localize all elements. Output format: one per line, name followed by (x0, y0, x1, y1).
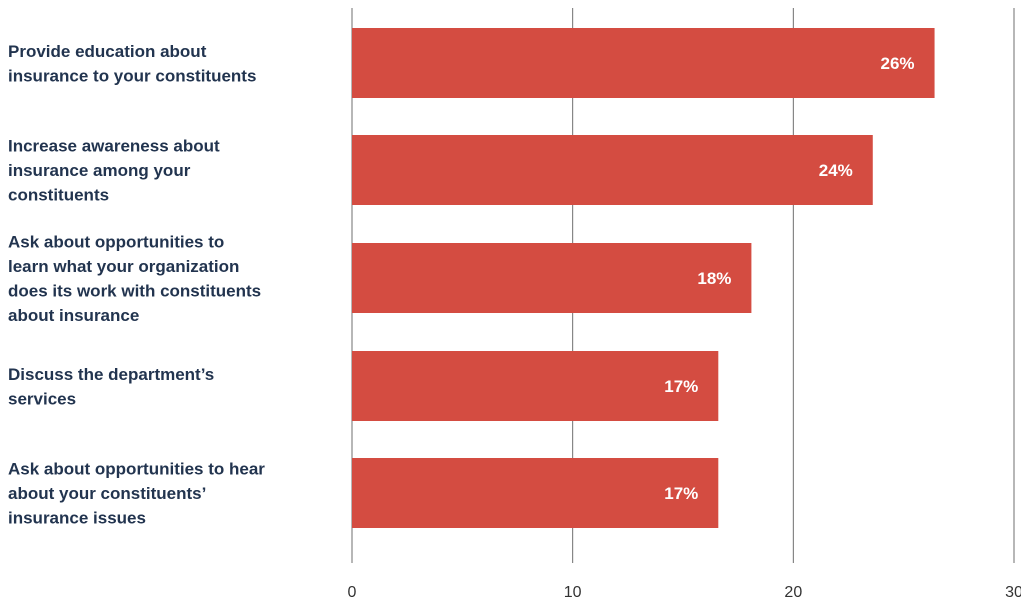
bar-value-label: 17% (664, 377, 698, 396)
category-label-line: Discuss the department’s (8, 365, 214, 384)
category-label-line: Ask about opportunities to hear (8, 460, 265, 479)
bar (352, 135, 873, 205)
category-label-line: constituents (8, 186, 109, 205)
category-label-line: Increase awareness about (8, 137, 220, 156)
bar-value-label: 24% (819, 161, 853, 180)
x-tick-label: 0 (348, 584, 357, 601)
category-label-line: insurance to your constituents (8, 66, 256, 85)
category-label: Ask about opportunities to learn what you… (8, 232, 261, 325)
bar-value-label: 18% (697, 269, 731, 288)
category-label-line: Ask about opportunities to (8, 232, 224, 251)
x-tick-label: 10 (564, 584, 582, 601)
category-label-line: insurance issues (8, 509, 146, 528)
x-tick-label: 20 (784, 584, 802, 601)
category-label: Discuss the department’s services (8, 365, 214, 409)
category-label-line: insurance among your (8, 161, 191, 180)
category-label-line: does its work with constituents (8, 281, 261, 300)
bar-value-label: 17% (664, 484, 698, 503)
category-label-line: about insurance (8, 306, 139, 325)
bar (352, 243, 752, 313)
bar (352, 351, 719, 421)
bar-value-label: 26% (881, 54, 915, 73)
category-label: Provide education about insurance to your… (8, 42, 256, 86)
category-label-line: learn what your organization (8, 257, 239, 276)
category-label: Ask about opportunities to hear about you… (8, 460, 265, 528)
category-label-line: Provide education about (8, 42, 207, 61)
bar (352, 28, 935, 98)
category-label-line: services (8, 389, 76, 408)
x-tick-label: 30 (1005, 584, 1021, 601)
category-label: Increase awareness about insurance among … (8, 137, 220, 205)
category-label-line: about your constituents’ (8, 484, 206, 503)
bar (352, 458, 719, 528)
